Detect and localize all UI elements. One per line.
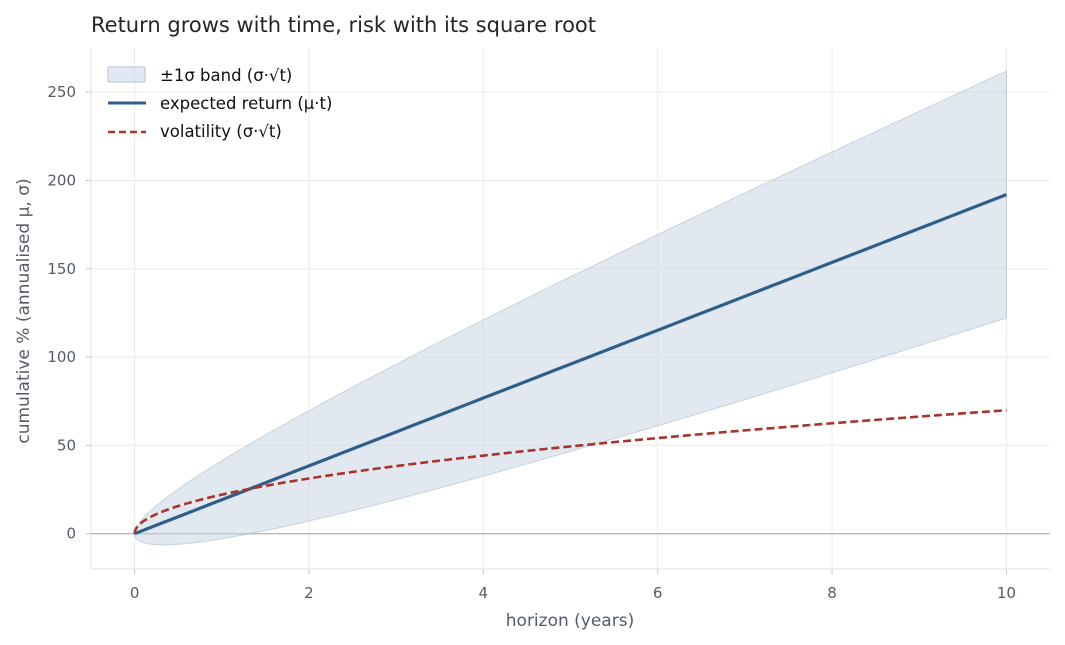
axes-spines (90, 48, 1050, 570)
y-tick-label: 150 (47, 260, 76, 278)
y-axis-ticks: 0 50 100 150 200 250 (47, 83, 91, 543)
x-axis-ticks: 0 2 4 6 8 10 (130, 569, 1016, 602)
legend-label-band: ±1σ band (σ·√t) (160, 66, 292, 85)
y-tick-label: 0 (66, 525, 76, 543)
x-tick-label: 4 (479, 584, 489, 602)
x-axis-label: horizon (years) (506, 611, 634, 631)
y-tick-label: 200 (47, 171, 76, 189)
x-tick-label: 10 (997, 584, 1016, 602)
x-tick-label: 6 (653, 584, 663, 602)
legend-swatch-band (107, 66, 146, 83)
legend-label-volatility: volatility (σ·√t) (160, 122, 282, 141)
y-tick-label: 100 (47, 348, 76, 366)
x-tick-label: 0 (130, 584, 140, 602)
series-line-expected-return (134, 193, 1007, 536)
sigma-band (134, 70, 1007, 546)
series-line-volatility (133, 408, 1007, 535)
plot-area (91, 70, 1050, 546)
chart-title: Return grows with time, risk with its sq… (91, 13, 596, 37)
x-tick-label: 8 (827, 584, 837, 602)
y-tick-label: 50 (57, 436, 76, 454)
x-tick-label: 2 (304, 584, 314, 602)
legend-label-expected: expected return (μ·t) (160, 94, 332, 113)
y-tick-label: 250 (47, 83, 76, 101)
y-axis-label: cumulative % (annualised μ, σ) (14, 178, 34, 443)
legend: ±1σ band (σ·√t) expected return (μ·t) vo… (107, 66, 332, 141)
